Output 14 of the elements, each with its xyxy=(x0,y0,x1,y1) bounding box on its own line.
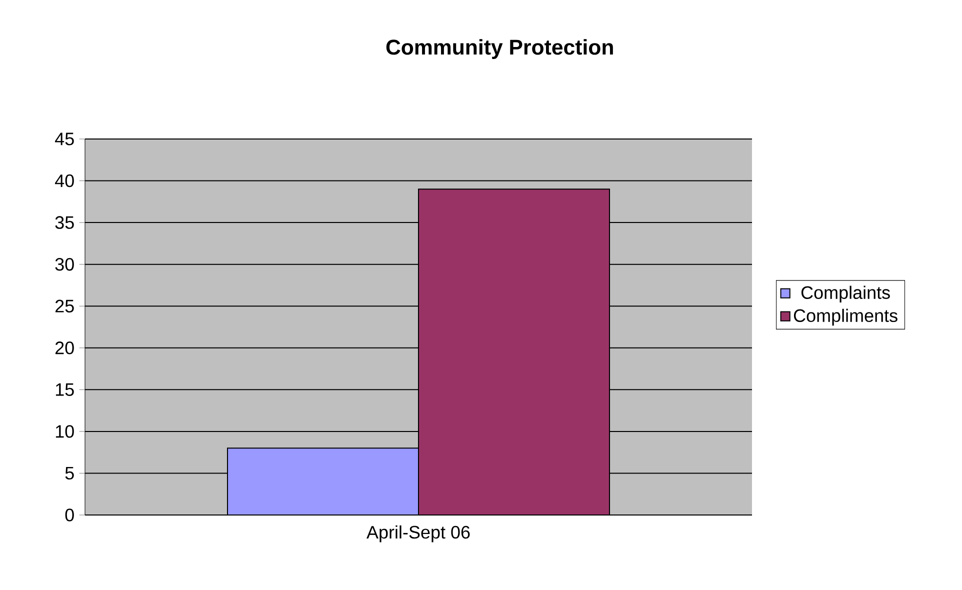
y-tick-label: 20 xyxy=(55,342,74,354)
y-tick-label: 10 xyxy=(56,425,74,438)
y-tick-label: 15 xyxy=(56,383,74,396)
y-tick-label: 40 xyxy=(55,174,74,188)
legend-label: Complaints xyxy=(801,286,890,303)
chart-title: Community Protection xyxy=(386,39,613,59)
x-tick-label: April-Sept 06 xyxy=(366,525,470,542)
y-tick-label: 0 xyxy=(65,508,74,522)
legend-label: Compliments xyxy=(794,308,898,326)
y-tick-label: 45 xyxy=(55,132,74,146)
y-tick-label: 5 xyxy=(65,466,74,480)
y-tick-label: 30 xyxy=(55,258,74,271)
y-tick-label: 25 xyxy=(55,300,74,312)
y-tick-label: 35 xyxy=(55,216,74,229)
